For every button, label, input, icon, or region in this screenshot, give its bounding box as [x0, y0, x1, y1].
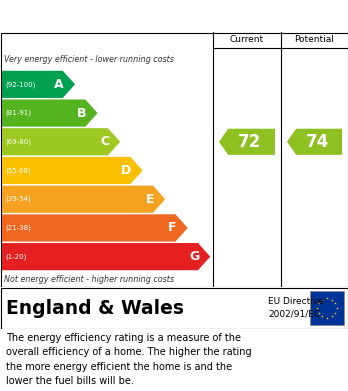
Text: D: D [121, 164, 132, 177]
Text: Potential: Potential [294, 36, 334, 45]
Bar [310, 291, 344, 325]
Text: (55-68): (55-68) [5, 167, 31, 174]
Polygon shape [287, 129, 342, 155]
Text: G: G [189, 250, 199, 263]
Text: Very energy efficient - lower running costs: Very energy efficient - lower running co… [4, 56, 174, 65]
Polygon shape [2, 186, 165, 213]
Text: Not energy efficient - higher running costs: Not energy efficient - higher running co… [4, 274, 174, 283]
Text: (92-100): (92-100) [5, 81, 35, 88]
Text: (1-20): (1-20) [5, 253, 26, 260]
Text: The energy efficiency rating is a measure of the
overall efficiency of a home. T: The energy efficiency rating is a measur… [6, 333, 252, 386]
Text: 72: 72 [238, 133, 261, 151]
Text: A: A [54, 78, 64, 91]
Text: (69-80): (69-80) [5, 138, 31, 145]
Text: Current: Current [230, 36, 264, 45]
Text: Energy Efficiency Rating: Energy Efficiency Rating [8, 9, 218, 23]
Text: B: B [77, 107, 87, 120]
Text: EU Directive
2002/91/EC: EU Directive 2002/91/EC [268, 297, 324, 319]
Text: C: C [100, 135, 109, 148]
Polygon shape [2, 128, 120, 155]
Text: England & Wales: England & Wales [6, 298, 184, 317]
Text: (81-91): (81-91) [5, 110, 31, 116]
Polygon shape [2, 214, 188, 242]
Text: F: F [168, 221, 177, 235]
Polygon shape [2, 71, 75, 98]
Polygon shape [2, 243, 210, 270]
Polygon shape [2, 99, 97, 127]
Text: (39-54): (39-54) [5, 196, 31, 203]
Text: E: E [146, 193, 154, 206]
Polygon shape [219, 129, 275, 155]
Polygon shape [2, 157, 143, 184]
Text: 74: 74 [306, 133, 329, 151]
Text: (21-38): (21-38) [5, 225, 31, 231]
